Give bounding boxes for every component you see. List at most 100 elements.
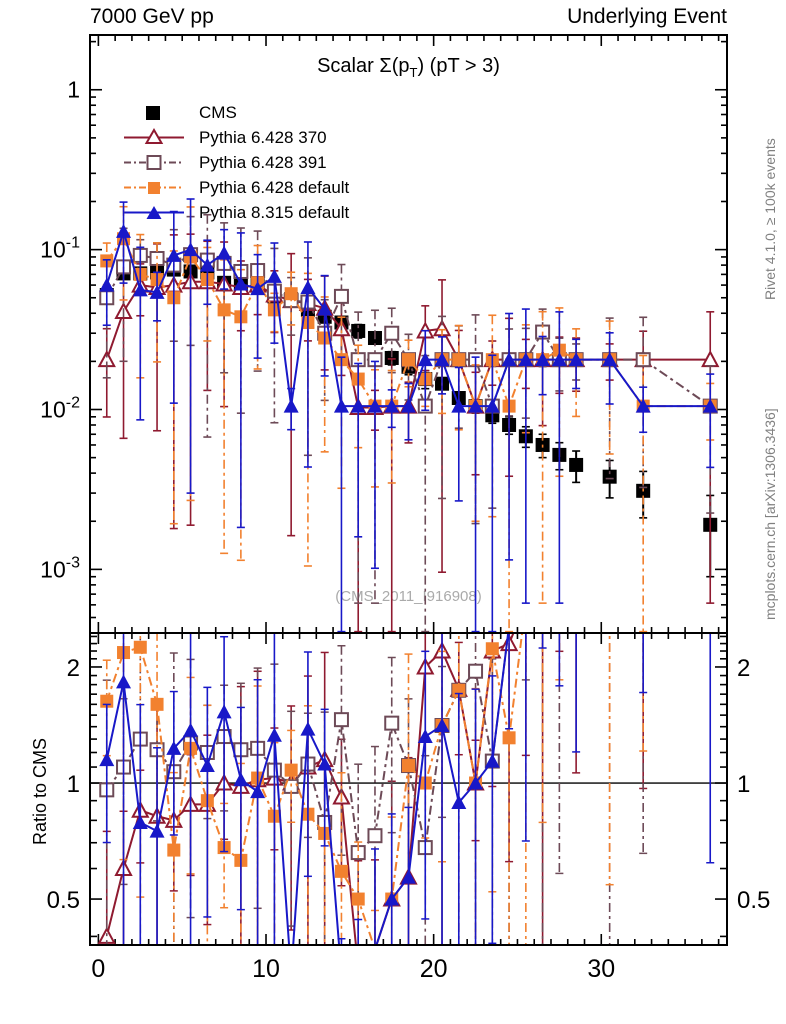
rivet-version-note: Rivet 4.1.0, ≥ 100k events	[762, 138, 778, 300]
data-marker	[401, 869, 416, 884]
data-marker	[451, 398, 467, 413]
data-marker	[351, 892, 365, 906]
data-marker	[116, 223, 132, 238]
header-right-label: Underlying Event	[567, 5, 727, 28]
data-marker	[333, 712, 349, 728]
data-marker	[434, 717, 450, 732]
data-marker	[300, 279, 316, 294]
data-marker	[568, 352, 584, 367]
data-marker	[217, 303, 231, 317]
y-axis-tick-label: 10-1	[40, 235, 80, 263]
ratio-axis-tick-label-right: 1	[737, 771, 750, 798]
data-marker	[183, 242, 199, 257]
data-marker	[384, 325, 400, 341]
plot-title-tail: ) (pT > 3)	[417, 55, 500, 77]
series-main-pythia-8-315-default	[99, 198, 718, 633]
plot-title: Scalar Σ(pT) (pT > 3)	[90, 55, 727, 80]
legend-key-cms	[123, 100, 185, 125]
legend-item-pythia-391: Pythia 6.428 391	[123, 150, 423, 175]
data-marker	[150, 697, 164, 711]
data-marker	[351, 323, 366, 338]
data-marker	[99, 277, 115, 292]
data-marker	[569, 457, 584, 472]
y-axis-tick-label: 1	[67, 77, 80, 103]
ratio-series-line	[105, 634, 523, 944]
data-marker	[384, 398, 400, 413]
data-marker	[250, 784, 266, 799]
data-marker	[284, 763, 298, 777]
data-marker	[284, 287, 298, 301]
data-marker	[132, 814, 148, 829]
data-marker	[384, 350, 399, 365]
y-axis-tick-label: 10-3	[40, 554, 80, 582]
data-marker	[452, 353, 466, 367]
ratio-axis-tick-label-right: 0.5	[737, 887, 770, 914]
ratio-axis-tick-label: 0.5	[47, 887, 80, 914]
x-axis-tick-label: 10	[252, 955, 280, 983]
ratio-axis-label: Ratio to CMS	[30, 737, 50, 845]
data-marker	[133, 640, 147, 654]
data-marker	[518, 352, 534, 367]
data-marker	[116, 674, 132, 689]
data-marker	[216, 245, 232, 260]
data-marker	[216, 704, 232, 719]
data-marker	[199, 758, 215, 773]
legend-item-pythia-370: Pythia 6.428 370	[123, 125, 423, 150]
x-axis-tick-label: 30	[587, 955, 615, 983]
legend-key-pythia-370	[123, 125, 185, 150]
data-marker	[602, 352, 618, 367]
data-marker	[99, 752, 115, 767]
legend-item-cms: CMS	[123, 100, 423, 125]
legend-label-pythia-default8: Pythia 8.315 default	[199, 202, 350, 222]
ratio-axis-tick-label: 2	[67, 655, 80, 682]
data-marker	[451, 795, 467, 810]
data-marker	[317, 301, 333, 316]
data-marker	[317, 756, 333, 771]
ratio-axis-tick-label: 1	[67, 771, 80, 798]
header-left-label: 7000 GeV pp	[90, 5, 214, 28]
data-marker	[283, 398, 299, 413]
x-axis-tick-label: 20	[420, 955, 448, 983]
data-marker	[402, 353, 415, 367]
data-marker	[199, 257, 215, 272]
ratio-axis-tick-label-right: 2	[737, 655, 750, 682]
data-marker	[132, 282, 148, 297]
data-marker	[367, 828, 383, 844]
data-marker	[468, 398, 484, 413]
data-marker	[484, 398, 500, 413]
data-marker	[402, 759, 415, 773]
data-marker	[183, 722, 199, 737]
dataset-watermark: (CMS_2011_I916908)	[335, 588, 482, 605]
data-marker	[551, 352, 567, 367]
data-marker	[149, 284, 165, 299]
legend-label-pythia-default6: Pythia 6.428 default	[199, 177, 350, 197]
data-marker	[384, 891, 400, 906]
data-marker	[602, 469, 617, 484]
data-marker	[484, 753, 500, 768]
data-marker	[502, 731, 516, 745]
data-marker	[417, 729, 433, 744]
data-marker	[333, 398, 349, 413]
legend-item-pythia-default6: Pythia 6.428 default	[123, 175, 423, 200]
data-marker	[167, 843, 181, 857]
data-marker	[468, 663, 484, 679]
data-marker	[334, 864, 348, 878]
legend-key-pythia-391	[123, 150, 185, 175]
legend: CMS Pythia 6.428 370 Pythia 6.428 391	[123, 100, 423, 225]
data-marker	[468, 775, 484, 790]
data-marker	[233, 276, 249, 291]
data-marker	[149, 823, 165, 838]
data-marker	[250, 281, 266, 296]
data-marker	[166, 247, 182, 262]
ratio-panel-frame-top	[89, 632, 728, 946]
legend-label-pythia-370: Pythia 6.428 370	[199, 127, 327, 147]
plot-title-subscript: T	[409, 65, 418, 80]
data-marker	[350, 398, 366, 413]
series-ratio-pythia-8-315-default	[99, 634, 715, 944]
data-marker	[417, 352, 433, 367]
legend-label-pythia-391: Pythia 6.428 391	[199, 152, 327, 172]
data-marker	[333, 288, 349, 304]
data-marker	[233, 772, 249, 787]
